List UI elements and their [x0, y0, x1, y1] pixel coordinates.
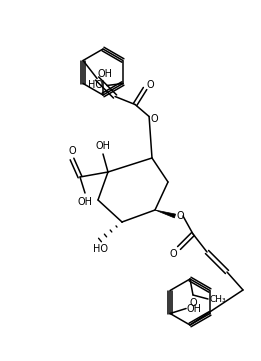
Polygon shape — [155, 210, 176, 218]
Text: OH: OH — [98, 69, 112, 79]
Text: HO: HO — [88, 81, 103, 91]
Text: OH: OH — [78, 197, 92, 207]
Text: O: O — [169, 249, 177, 259]
Text: OH: OH — [96, 141, 110, 151]
Text: O: O — [189, 298, 197, 308]
Text: O: O — [146, 79, 154, 90]
Text: O: O — [150, 113, 158, 123]
Text: O: O — [176, 211, 184, 221]
Text: CH₃: CH₃ — [210, 295, 226, 304]
Text: O: O — [68, 146, 76, 156]
Text: OH: OH — [187, 304, 201, 313]
Text: HO: HO — [92, 244, 108, 254]
